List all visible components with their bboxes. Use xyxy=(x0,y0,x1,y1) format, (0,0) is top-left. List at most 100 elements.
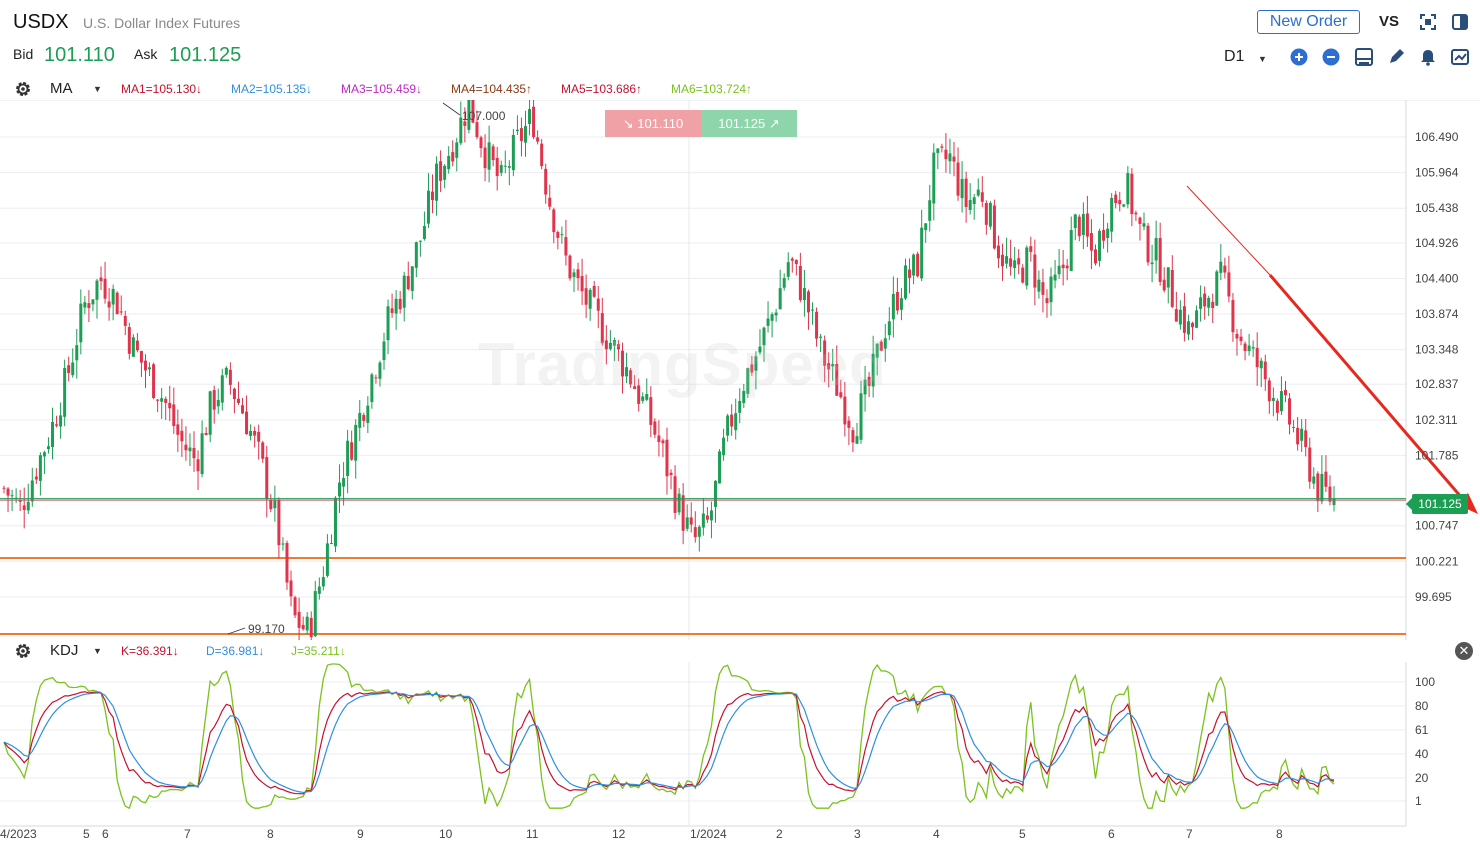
candle xyxy=(463,121,467,126)
timeframe-select[interactable]: D1 xyxy=(1224,48,1245,65)
candle xyxy=(107,301,111,308)
candle xyxy=(75,345,79,361)
bid-value: 101.110 xyxy=(44,44,115,66)
kdj-d-line xyxy=(3,692,1335,794)
candle xyxy=(277,499,281,546)
compare-button[interactable]: VS xyxy=(1379,13,1400,30)
candle xyxy=(1178,309,1182,325)
candle xyxy=(63,367,67,417)
candle xyxy=(1061,264,1065,269)
candle xyxy=(960,178,964,199)
candle xyxy=(1275,400,1279,413)
candle xyxy=(2,487,6,489)
price-axis-label: 99.695 xyxy=(1415,590,1452,604)
candle xyxy=(1288,398,1292,425)
candle xyxy=(135,340,139,351)
candle xyxy=(560,234,564,236)
ma-indicator-name[interactable]: MA xyxy=(50,80,73,97)
layout-icon[interactable] xyxy=(1451,13,1469,31)
candle xyxy=(431,191,435,201)
candle xyxy=(346,440,350,477)
symbol: USDX xyxy=(13,11,69,33)
candle xyxy=(1158,238,1162,282)
candle xyxy=(160,398,164,402)
time-axis-label: 2 xyxy=(776,827,783,841)
pencil-icon[interactable] xyxy=(1387,48,1405,66)
candle xyxy=(297,611,301,628)
candle xyxy=(370,374,374,403)
candle xyxy=(1324,471,1328,487)
candle xyxy=(661,440,665,444)
candle xyxy=(99,277,103,282)
candle xyxy=(762,327,766,346)
candle xyxy=(621,350,625,377)
kdj-indicator-name[interactable]: KDJ xyxy=(50,642,79,659)
new-order-button[interactable]: New Order xyxy=(1257,10,1360,34)
candle xyxy=(802,287,806,301)
candle xyxy=(313,591,317,637)
candle xyxy=(406,275,410,290)
candle xyxy=(1263,361,1267,380)
candle xyxy=(730,414,734,427)
candle xyxy=(778,288,782,310)
candle xyxy=(1118,200,1122,205)
candle xyxy=(968,199,972,210)
bell-icon[interactable] xyxy=(1419,48,1437,66)
kdj-axis-label: 40 xyxy=(1415,747,1429,761)
candle xyxy=(592,285,596,297)
candle xyxy=(992,205,996,249)
candle xyxy=(390,308,394,313)
candle xyxy=(414,242,418,268)
candle xyxy=(139,351,143,363)
chevron-down-icon[interactable]: ▼ xyxy=(93,84,102,94)
close-icon[interactable]: ✕ xyxy=(1455,642,1473,660)
candle xyxy=(180,430,184,442)
gear-icon[interactable] xyxy=(14,80,32,98)
candle xyxy=(564,237,568,256)
price-axis-label: 102.837 xyxy=(1415,377,1459,391)
candle xyxy=(156,399,160,401)
candle xyxy=(1138,217,1142,224)
candle xyxy=(443,165,447,180)
candle xyxy=(1279,391,1283,412)
candle xyxy=(625,367,629,377)
candle xyxy=(249,430,253,436)
chart-type-icon[interactable] xyxy=(1451,48,1469,66)
candle xyxy=(669,472,673,475)
fullscreen-icon[interactable] xyxy=(1419,13,1437,31)
chevron-down-icon[interactable]: ▼ xyxy=(1258,54,1267,64)
candle xyxy=(1089,233,1093,251)
chevron-down-icon[interactable]: ▼ xyxy=(93,646,102,656)
price-axis-label: 101.785 xyxy=(1415,448,1459,462)
indicator-panel-icon[interactable] xyxy=(1355,48,1373,66)
time-axis-label: 3 xyxy=(854,827,861,841)
ma5-value: MA5=103.686↑ xyxy=(561,82,643,96)
candle xyxy=(447,155,451,170)
ask-quote-box[interactable]: 101.125 ↗ xyxy=(701,110,797,137)
candle xyxy=(1029,246,1033,252)
zoom-out-icon[interactable] xyxy=(1322,48,1340,66)
candle xyxy=(1243,343,1247,352)
zoom-in-icon[interactable] xyxy=(1290,48,1308,66)
candle xyxy=(1049,276,1053,303)
candle xyxy=(354,424,358,461)
candle xyxy=(507,166,511,168)
candle xyxy=(317,586,321,594)
bid-quote-box[interactable]: ↘ 101.110 xyxy=(605,110,701,137)
candle xyxy=(532,106,536,137)
candle xyxy=(944,149,948,160)
candle xyxy=(143,360,147,371)
candle xyxy=(568,255,572,279)
candle xyxy=(115,292,119,315)
candle xyxy=(224,367,228,375)
candle xyxy=(459,117,463,144)
gear-icon[interactable] xyxy=(14,642,32,660)
candle xyxy=(875,343,879,358)
candle xyxy=(435,163,439,201)
candle xyxy=(1292,426,1296,428)
candle xyxy=(455,142,459,158)
candle xyxy=(980,192,984,202)
candle xyxy=(1191,322,1195,328)
candle xyxy=(329,543,333,545)
